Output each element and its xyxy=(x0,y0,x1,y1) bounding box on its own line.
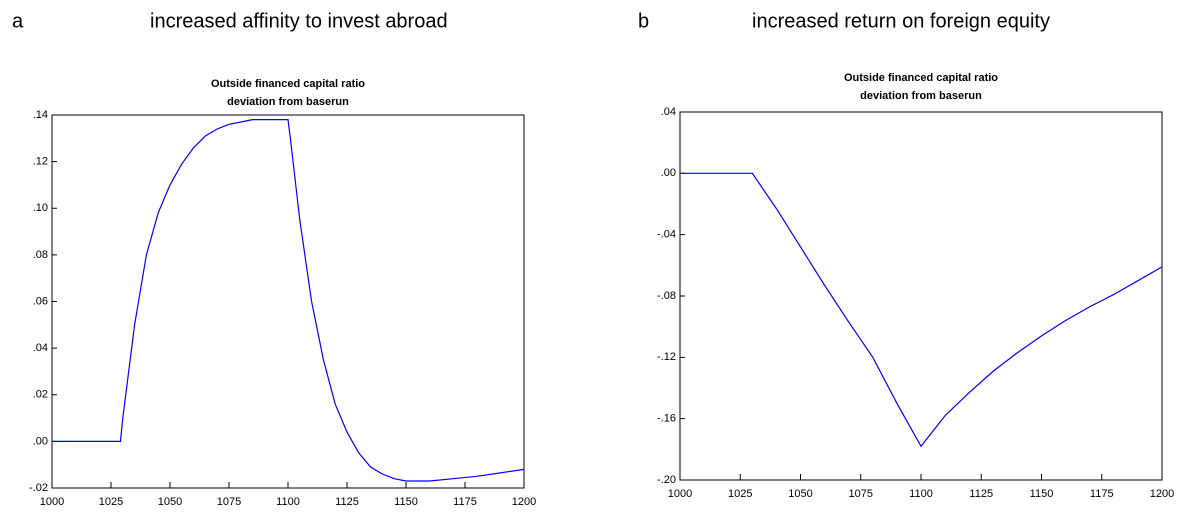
y-tick-label: .00 xyxy=(33,435,48,447)
chart-title: Outside financed capital ratio xyxy=(211,78,365,90)
x-tick-label: 1150 xyxy=(394,496,418,508)
y-tick-label: -.04 xyxy=(657,229,676,241)
x-tick-label: 1025 xyxy=(99,496,123,508)
panel-label: a xyxy=(12,10,24,32)
x-tick-label: 1100 xyxy=(909,488,933,500)
y-tick-label: .06 xyxy=(33,295,48,307)
data-line xyxy=(680,172,1163,448)
x-tick-label: 1125 xyxy=(969,488,993,500)
x-tick-label: 1075 xyxy=(217,496,241,508)
panel-heading: increased return on foreign equity xyxy=(752,10,1050,32)
y-tick-label: -.12 xyxy=(657,351,676,363)
x-tick-label: 1025 xyxy=(728,488,752,500)
panel-heading: increased affinity to invest abroad xyxy=(150,10,448,32)
y-tick-label: .10 xyxy=(33,202,48,214)
x-tick-label: 1125 xyxy=(335,496,359,508)
y-tick-label: .12 xyxy=(33,156,48,168)
x-tick-label: 1000 xyxy=(668,488,692,500)
y-tick-label: .04 xyxy=(661,106,676,118)
x-tick-label: 1100 xyxy=(276,496,300,508)
x-tick-label: 1075 xyxy=(849,488,873,500)
y-tick-label: .00 xyxy=(661,167,676,179)
x-tick-label: 1000 xyxy=(40,496,64,508)
x-tick-label: 1175 xyxy=(1090,488,1114,500)
plot-frame xyxy=(679,111,1163,481)
x-tick-label: 1050 xyxy=(158,496,182,508)
y-tick-label: .08 xyxy=(33,249,48,261)
panel-label: b xyxy=(638,10,649,32)
x-tick-label: 1200 xyxy=(512,496,536,508)
chart-subtitle: deviation from baserun xyxy=(227,96,349,108)
y-tick-label: -.02 xyxy=(29,482,48,494)
chart-subtitle: deviation from baserun xyxy=(860,90,982,102)
data-line xyxy=(52,119,525,482)
chart-title: Outside financed capital ratio xyxy=(844,72,998,84)
y-tick-label: .04 xyxy=(33,342,48,354)
plot-frame xyxy=(51,114,525,489)
y-tick-label: .14 xyxy=(33,109,48,121)
x-tick-label: 1050 xyxy=(788,488,812,500)
y-tick-label: -.16 xyxy=(657,413,676,425)
x-tick-label: 1150 xyxy=(1030,488,1054,500)
y-tick-label: -.20 xyxy=(657,474,676,486)
x-tick-label: 1200 xyxy=(1150,488,1174,500)
y-tick-label: -.08 xyxy=(657,290,676,302)
y-tick-label: .02 xyxy=(33,389,48,401)
x-tick-label: 1175 xyxy=(453,496,477,508)
